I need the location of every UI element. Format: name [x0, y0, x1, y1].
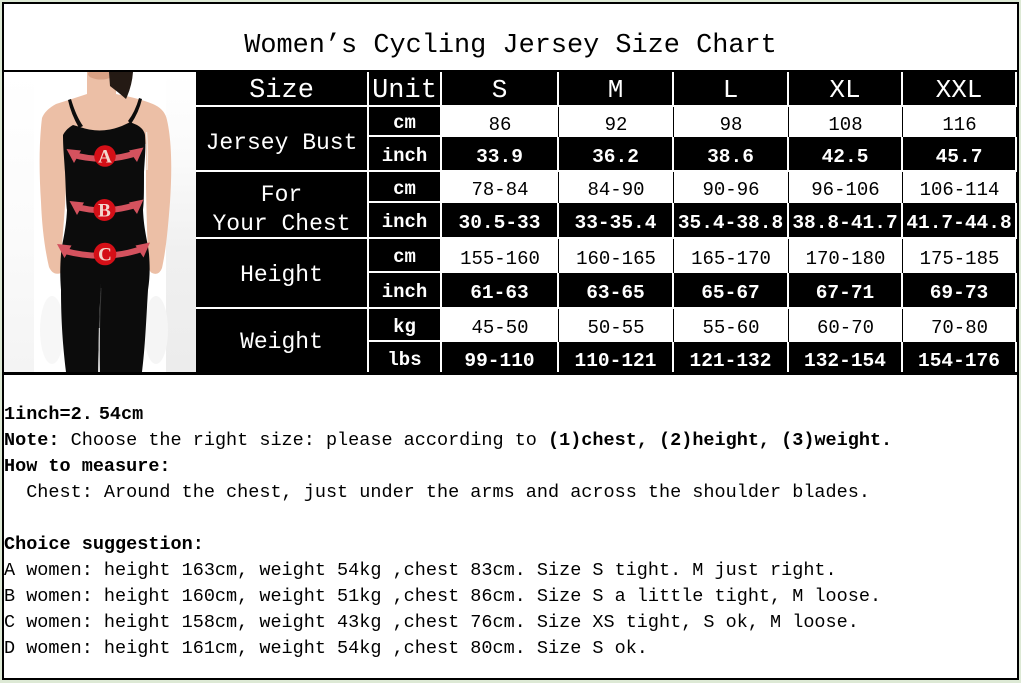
svg-text:C: C: [98, 245, 112, 266]
svg-text:B: B: [98, 201, 111, 222]
svg-text:A: A: [98, 147, 112, 168]
